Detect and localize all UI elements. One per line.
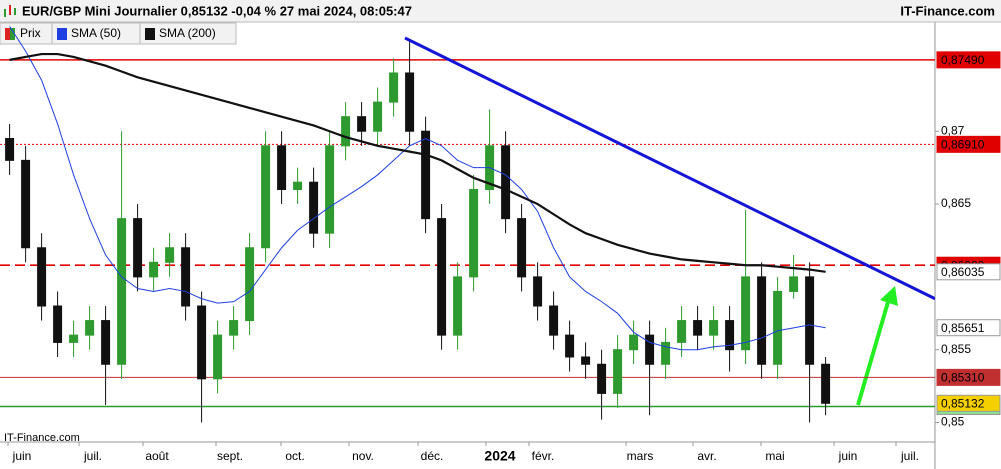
candle-body xyxy=(261,145,271,249)
candle-body xyxy=(5,138,15,161)
candle-body xyxy=(805,276,815,365)
x-tick-label: oct. xyxy=(285,449,304,463)
candle-body xyxy=(437,218,447,336)
level-label: 0,86910 xyxy=(941,138,985,152)
candle-body xyxy=(725,320,735,351)
level-label: 0,87490 xyxy=(941,53,985,67)
y-tick-label: 0,865 xyxy=(941,196,971,210)
watermark: IT-Finance.com xyxy=(4,432,80,444)
candle-body xyxy=(549,305,559,336)
x-tick-label: juin xyxy=(838,449,858,463)
x-tick-label: juil. xyxy=(83,449,102,463)
candle-body xyxy=(149,261,159,278)
candle-body xyxy=(133,218,143,278)
trendline xyxy=(404,36,935,301)
site-name: IT-Finance.com xyxy=(900,3,995,18)
sma-line xyxy=(9,26,826,351)
candle-body xyxy=(741,276,751,351)
candle-body xyxy=(469,188,479,278)
chart-title: EUR/GBP Mini Journalier 0,85132 -0,04 % … xyxy=(22,3,412,18)
x-tick-label: juil. xyxy=(900,449,919,463)
candle-body xyxy=(693,320,703,336)
price-last-label-box xyxy=(936,394,1001,412)
candle-body xyxy=(597,363,607,394)
candle-body xyxy=(101,320,111,365)
candle-body xyxy=(293,181,303,190)
candle-body xyxy=(373,101,383,132)
candle-body xyxy=(181,247,191,307)
x-tick-label: août xyxy=(145,449,169,463)
plot xyxy=(0,26,935,423)
candle-body xyxy=(325,145,335,234)
x-tick-label: mai xyxy=(765,449,784,463)
sma-last-label-box xyxy=(936,319,1001,337)
candle-body xyxy=(821,363,831,404)
x-tick-label: mars xyxy=(627,449,654,463)
y-tick-label: 0,87 xyxy=(941,123,965,137)
candle-body xyxy=(709,320,719,336)
candle-body xyxy=(789,276,799,292)
candle-body xyxy=(277,145,287,190)
candle-body xyxy=(229,320,239,336)
candle-body xyxy=(69,334,79,343)
candle-body xyxy=(197,305,207,380)
x-tick-label: 2024 xyxy=(484,448,515,464)
candle-body xyxy=(501,145,511,220)
price-last-label: 0,85132 xyxy=(941,396,985,410)
candle-body xyxy=(37,247,47,307)
legend: Prix SMA (50) SMA (200) xyxy=(0,22,237,45)
header-bar xyxy=(0,0,1001,22)
x-tick-label: nov. xyxy=(352,449,374,463)
arrow-head xyxy=(880,286,898,306)
x-tick-label: avr. xyxy=(697,449,716,463)
logo xyxy=(4,5,16,17)
x-tick-label: févr. xyxy=(532,449,555,463)
sma-last-label: 0,85651 xyxy=(941,321,985,335)
level-label-box xyxy=(936,135,1001,153)
candle-body xyxy=(21,159,31,249)
arrow xyxy=(856,301,890,406)
candle-body xyxy=(213,334,223,380)
sma-last-label: 0,86035 xyxy=(941,265,985,279)
level-label-box xyxy=(936,51,1001,69)
candle-body xyxy=(517,218,527,278)
candle-body xyxy=(165,247,175,263)
candle-body xyxy=(117,218,127,365)
candle-body xyxy=(613,349,623,394)
candle-body xyxy=(85,320,95,336)
candle-body xyxy=(341,116,351,147)
candle-body xyxy=(309,181,319,234)
candle-body xyxy=(773,290,783,365)
candle-body xyxy=(453,276,463,336)
sma-last-label-box xyxy=(936,263,1001,281)
level-label: 0,85310 xyxy=(941,371,985,385)
candle-body xyxy=(245,247,255,322)
x-tick-label: juin xyxy=(12,449,32,463)
legend-label: SMA (50) xyxy=(71,26,121,40)
candle-body xyxy=(405,72,415,132)
candle-body xyxy=(661,341,671,365)
legend-label: SMA (200) xyxy=(159,26,216,40)
candle-body xyxy=(53,305,63,343)
candle-body xyxy=(629,334,639,351)
level-label-box xyxy=(936,368,1001,386)
candle-body xyxy=(757,276,767,365)
y-tick-label: 0,855 xyxy=(941,342,971,356)
legend-label: Prix xyxy=(20,26,41,40)
sma-line xyxy=(9,52,826,273)
candle-body xyxy=(533,276,543,307)
x-tick-label: déc. xyxy=(421,449,444,463)
candle-body xyxy=(581,356,591,365)
candle-body xyxy=(677,320,687,343)
x-tick-label: sept. xyxy=(217,449,243,463)
candle-body xyxy=(357,116,367,132)
y-tick-label: 0,85 xyxy=(941,415,965,429)
candle-body xyxy=(389,72,399,103)
candle-body xyxy=(645,334,655,365)
candle-body xyxy=(565,334,575,358)
candle-body xyxy=(421,130,431,220)
